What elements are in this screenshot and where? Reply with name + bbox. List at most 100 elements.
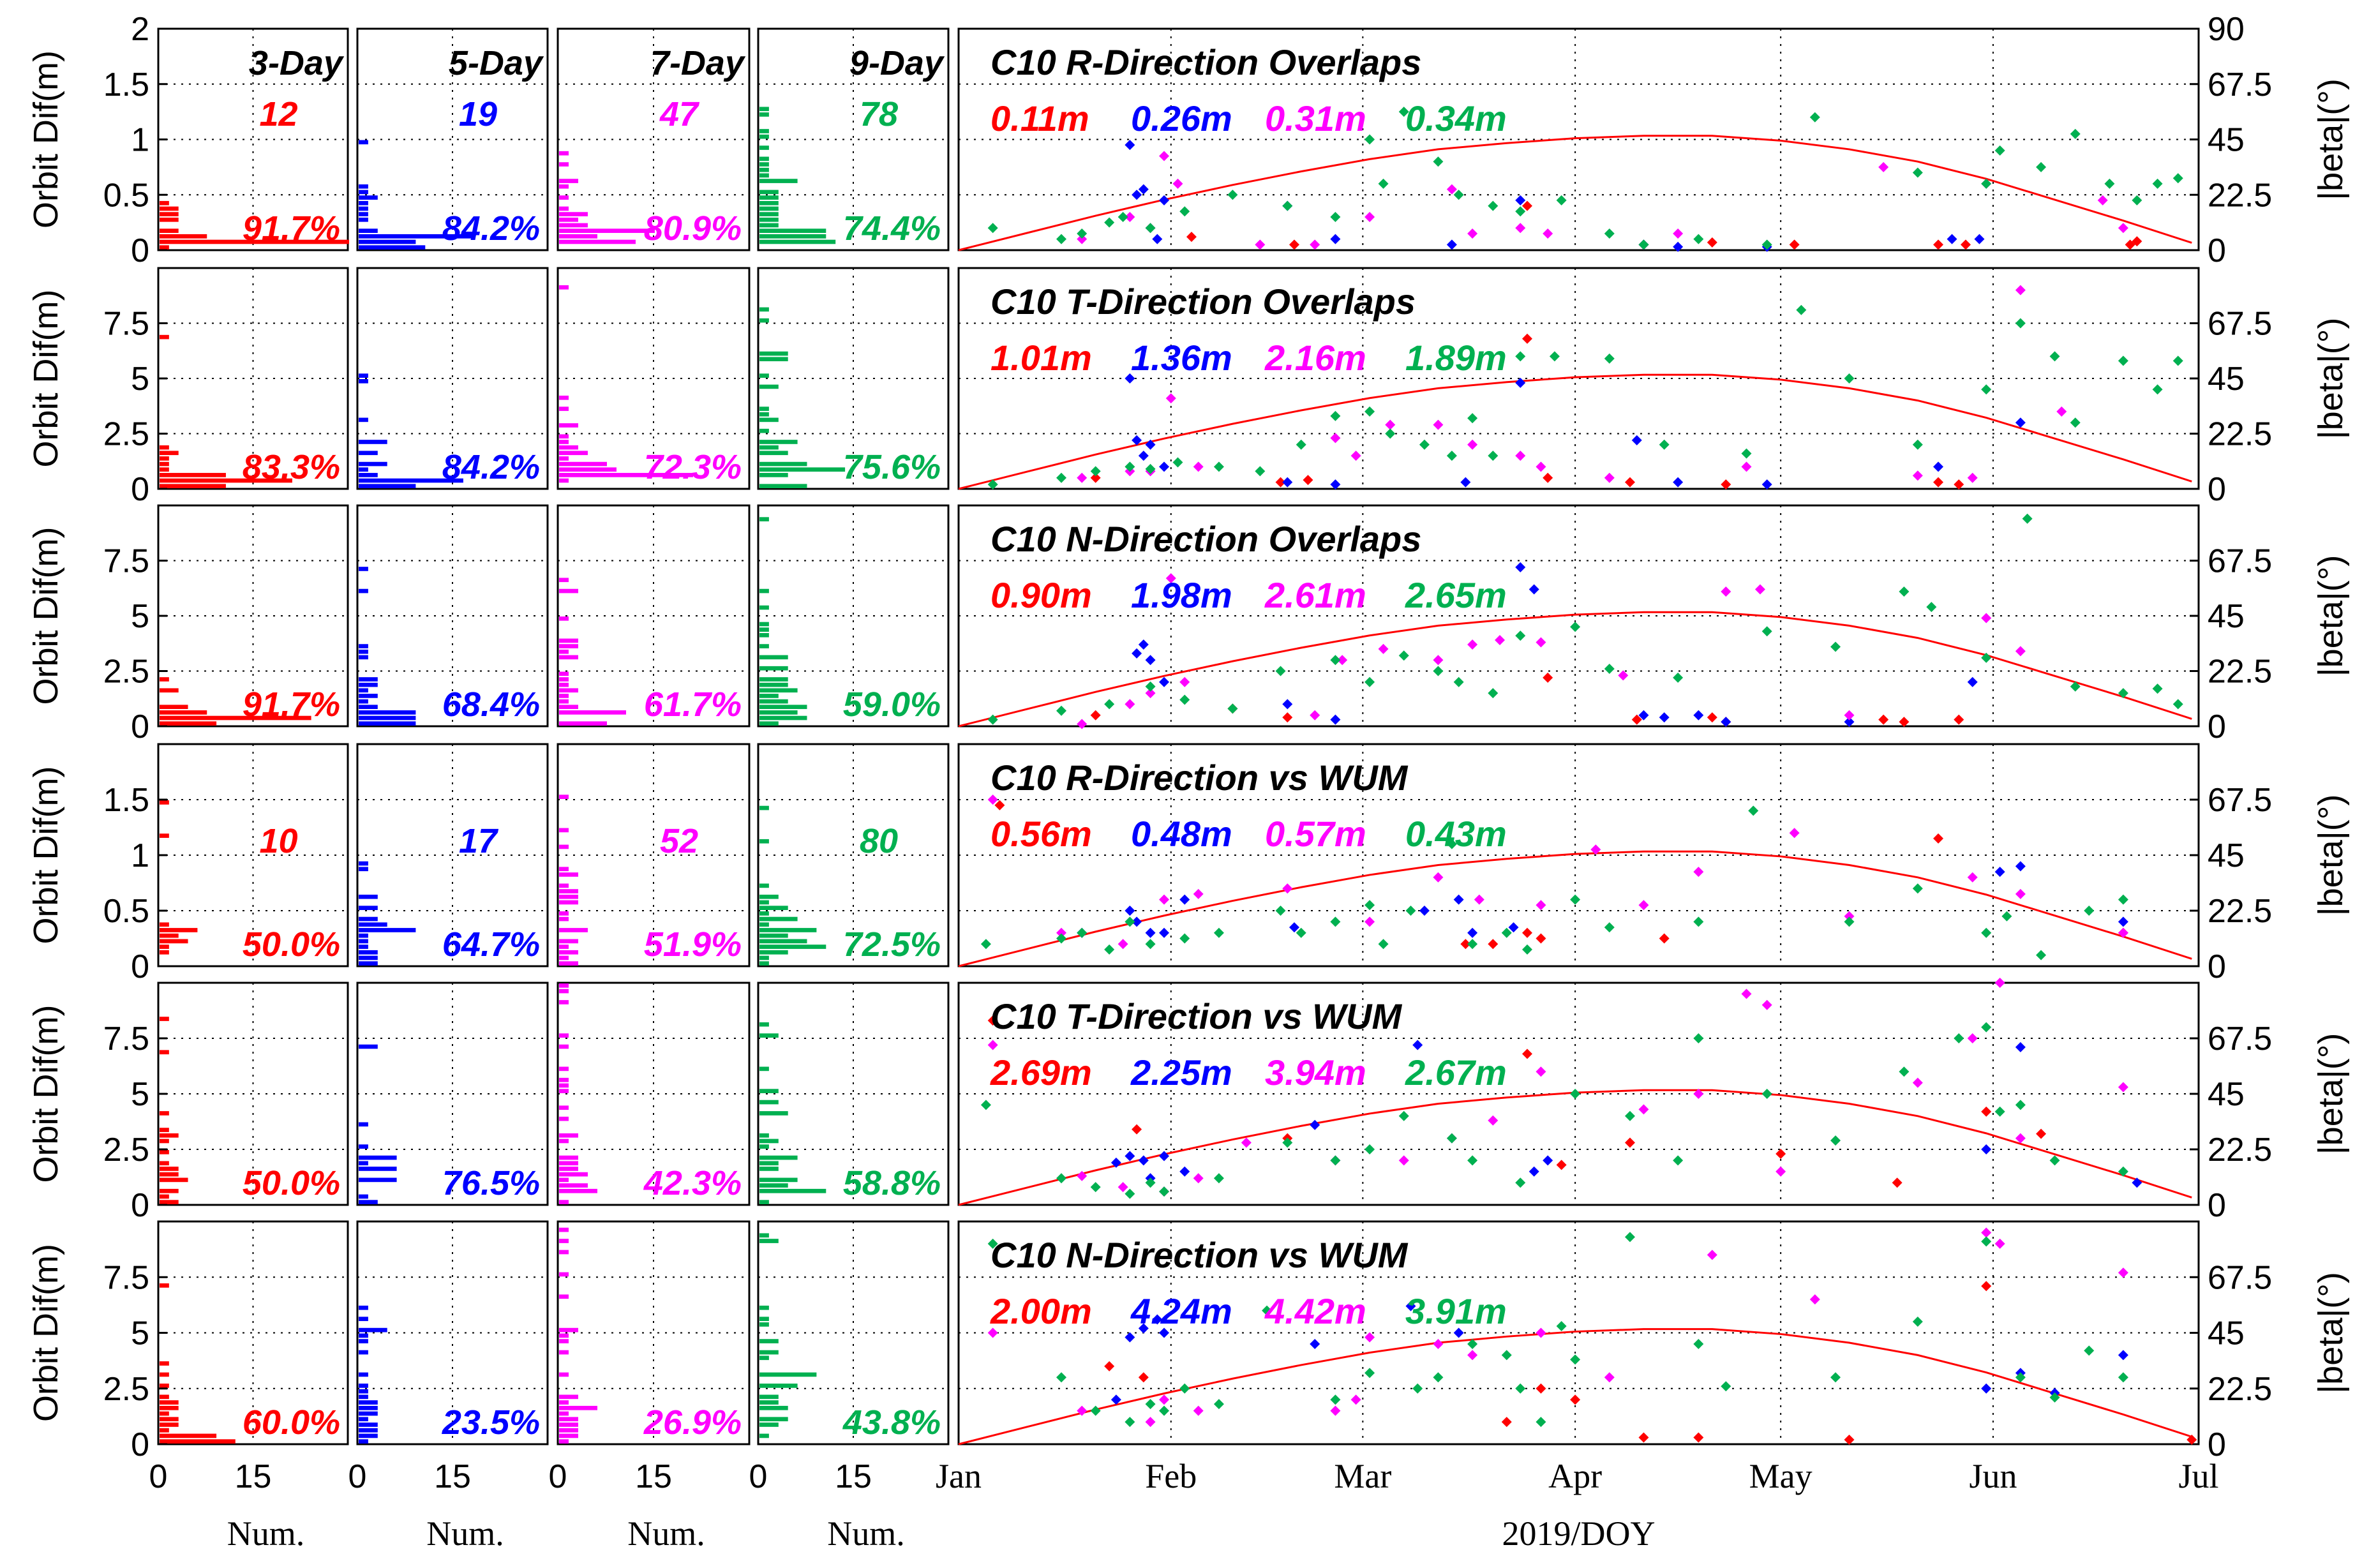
data-point [1789, 239, 1800, 250]
hist-bar [359, 1433, 378, 1438]
hist-bar [359, 677, 378, 682]
data-point [1761, 626, 1772, 637]
data-point [1488, 200, 1499, 211]
data-point [1145, 1177, 1156, 1188]
hist-bar [759, 699, 788, 704]
hist-bar [160, 1161, 169, 1166]
y-tick-label: 5 [131, 598, 149, 635]
data-point [1125, 1151, 1135, 1161]
hist-bar [359, 939, 368, 944]
data-point [1994, 867, 2005, 877]
hist-panel-3-Day: 10 50.0% [157, 743, 349, 967]
hist-bar [759, 1133, 769, 1138]
hist-bar [759, 1155, 798, 1160]
rms-label: 2.00m [990, 1291, 1092, 1331]
data-point [2104, 178, 2115, 189]
hist-bar [759, 1372, 817, 1377]
data-point [1159, 927, 1170, 938]
y-axis-label: Orbit Dif(m) [27, 1244, 65, 1422]
data-point [1638, 239, 1649, 250]
data-point [1330, 234, 1341, 244]
count-label: 80 [860, 822, 898, 860]
series-9-Day [987, 304, 2183, 490]
data-point [1056, 933, 1067, 944]
hist-bar [559, 1133, 578, 1138]
data-point [1125, 1332, 1135, 1343]
beta-tick-label: 22.5 [2208, 1131, 2272, 1169]
hist-bar [559, 1188, 597, 1193]
hist-bar [359, 195, 378, 200]
data-point [1460, 477, 1471, 488]
hist-bar [359, 655, 368, 660]
row-3: 91.7% 68.4% 61.7% 59.0% 0 2.5 5 7.5 Orbit Dif(m)… [27, 504, 2350, 745]
hist-bar [559, 950, 578, 955]
beta-tick-label: 67.5 [2208, 543, 2272, 580]
data-point [2084, 1345, 2095, 1356]
beta-axis-label: |beta|(°) [2312, 78, 2350, 200]
row-4: 10 50.0% 17 64.7% 52 51.9% 80 72.5% 0 0.5 1 1.5 Orbi… [27, 743, 2350, 985]
beta-tick-label: 67.5 [2208, 66, 2272, 103]
hist-bar [359, 1372, 368, 1377]
hist-bar [559, 473, 693, 477]
data-point [1693, 1338, 1704, 1349]
data-point [1125, 211, 1135, 222]
hist-bar [559, 1167, 578, 1171]
data-point [1241, 1137, 1252, 1148]
hist-bar [559, 883, 569, 888]
hist-bar [160, 1439, 235, 1444]
data-point [1844, 1435, 1855, 1445]
hist-bar [559, 151, 569, 156]
hist-bar [759, 1167, 779, 1171]
data-point [2056, 406, 2067, 417]
beta-tick-label: 22.5 [2208, 1371, 2272, 1408]
beta-tick-label: 22.5 [2208, 653, 2272, 691]
percent-label: 68.4% [442, 685, 540, 724]
data-point [1145, 939, 1156, 950]
hist-bar [559, 1089, 569, 1093]
percent-label: 84.2% [442, 448, 540, 486]
hist-bar [359, 1305, 368, 1310]
data-point [1152, 1314, 1163, 1325]
data-point [1933, 239, 1944, 250]
hist-bar [559, 705, 578, 710]
data-point [1056, 472, 1067, 483]
data-point [1350, 451, 1361, 461]
data-point [1364, 1368, 1375, 1378]
hist-bar [359, 1327, 387, 1333]
hist-bar [359, 955, 378, 960]
data-point [2015, 1372, 2026, 1383]
series-5-Day [1132, 562, 1978, 728]
data-point [2152, 683, 2163, 694]
hist-bar [759, 461, 807, 467]
data-point [1673, 228, 1684, 239]
hist-bar [160, 933, 179, 938]
hist-bar [359, 649, 368, 654]
hist-bar [559, 1044, 569, 1049]
hist-bar [359, 373, 368, 378]
data-point [1604, 664, 1615, 675]
hist-bar [559, 961, 578, 966]
data-point [1110, 1394, 1121, 1405]
data-point [1741, 461, 1752, 472]
data-point [1549, 351, 1560, 362]
hist-bar [759, 883, 769, 888]
hist-bar [759, 134, 769, 139]
hist-bar [759, 1188, 826, 1193]
data-point [1830, 641, 1841, 652]
data-point [1398, 650, 1409, 661]
data-point [1179, 1383, 1190, 1394]
data-point [1994, 1238, 2005, 1249]
data-point [1179, 933, 1190, 944]
data-point [1748, 805, 1759, 816]
hist-bar [559, 1227, 569, 1232]
hist-bar [759, 1322, 769, 1327]
row-1: 3-Day1291.7%5-Day1984.2%7-Day4780.9%9-Da… [27, 11, 2350, 269]
hist-bar [759, 445, 779, 450]
data-point [1132, 916, 1142, 927]
hist-bar [160, 1167, 179, 1171]
data-point [1310, 710, 1320, 721]
beta-curve [958, 373, 2192, 490]
data-point [1994, 145, 2005, 156]
data-point [2015, 417, 2026, 428]
hist-bar [359, 1144, 368, 1149]
